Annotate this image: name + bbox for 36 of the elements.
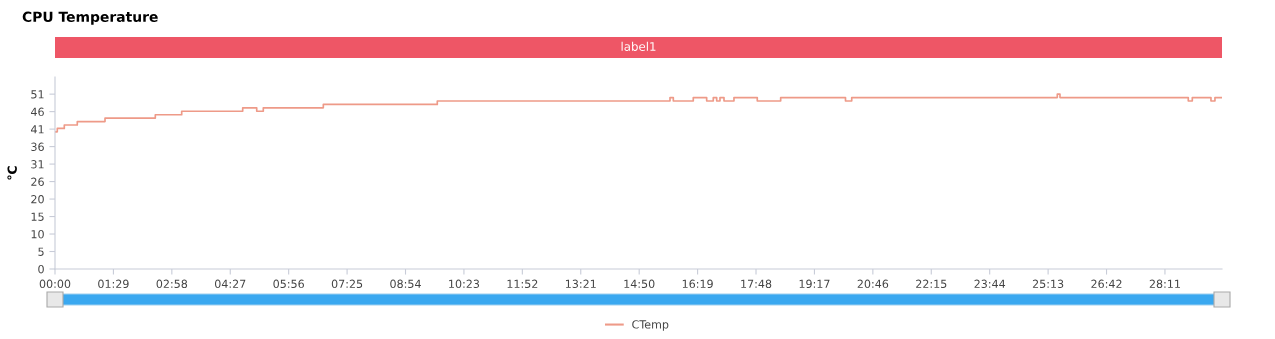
y-tick-label: 51 <box>31 90 44 99</box>
x-tick-label: 19:17 <box>799 279 830 289</box>
x-tick-label: 05:56 <box>273 279 304 289</box>
y-tick-label: 5 <box>38 247 44 256</box>
x-tick-label: 02:58 <box>156 279 188 289</box>
x-tick-label: 10:23 <box>449 279 480 289</box>
x-tick-label: 08:54 <box>390 279 421 289</box>
x-tick-label: 13:21 <box>565 279 596 289</box>
y-axis-title: ℃ <box>7 166 17 180</box>
y-tick-label: 26 <box>31 177 44 186</box>
y-tick-label: 0 <box>38 264 44 274</box>
x-tick-label: 00:00 <box>39 279 71 289</box>
x-tick-label: 23:44 <box>974 279 1006 289</box>
x-tick-label: 07:25 <box>331 279 363 289</box>
x-tick-label: 25:13 <box>1032 279 1064 289</box>
y-tick-label: 31 <box>31 160 44 169</box>
y-tick-label: 15 <box>31 212 44 221</box>
x-tick-label: 04:27 <box>214 279 246 289</box>
x-tick-label: 28:11 <box>1149 279 1180 289</box>
line-series <box>55 93 1222 133</box>
x-tick-label: 11:52 <box>507 279 538 289</box>
y-tick-label: 46 <box>30 107 44 117</box>
text: label1 <box>621 41 656 51</box>
y-tick-label: 10 <box>31 230 44 239</box>
legend-label: CTemp <box>632 320 669 331</box>
x-tick-label: 01:29 <box>98 279 129 289</box>
chart-title: CPU Temperature <box>22 11 158 25</box>
y-tick-label: 20 <box>31 195 44 204</box>
x-tick-label: 17:48 <box>741 279 772 289</box>
x-tick-label: 22:15 <box>916 279 947 289</box>
x-tick-label: 26:42 <box>1091 279 1122 289</box>
y-tick-label: 36 <box>31 142 44 151</box>
x-tick-label: 14:50 <box>624 279 655 289</box>
x-tick-label: 20:46 <box>857 279 889 289</box>
x-tick-label: 16:19 <box>682 279 713 289</box>
y-tick-label: 41 <box>30 125 44 134</box>
